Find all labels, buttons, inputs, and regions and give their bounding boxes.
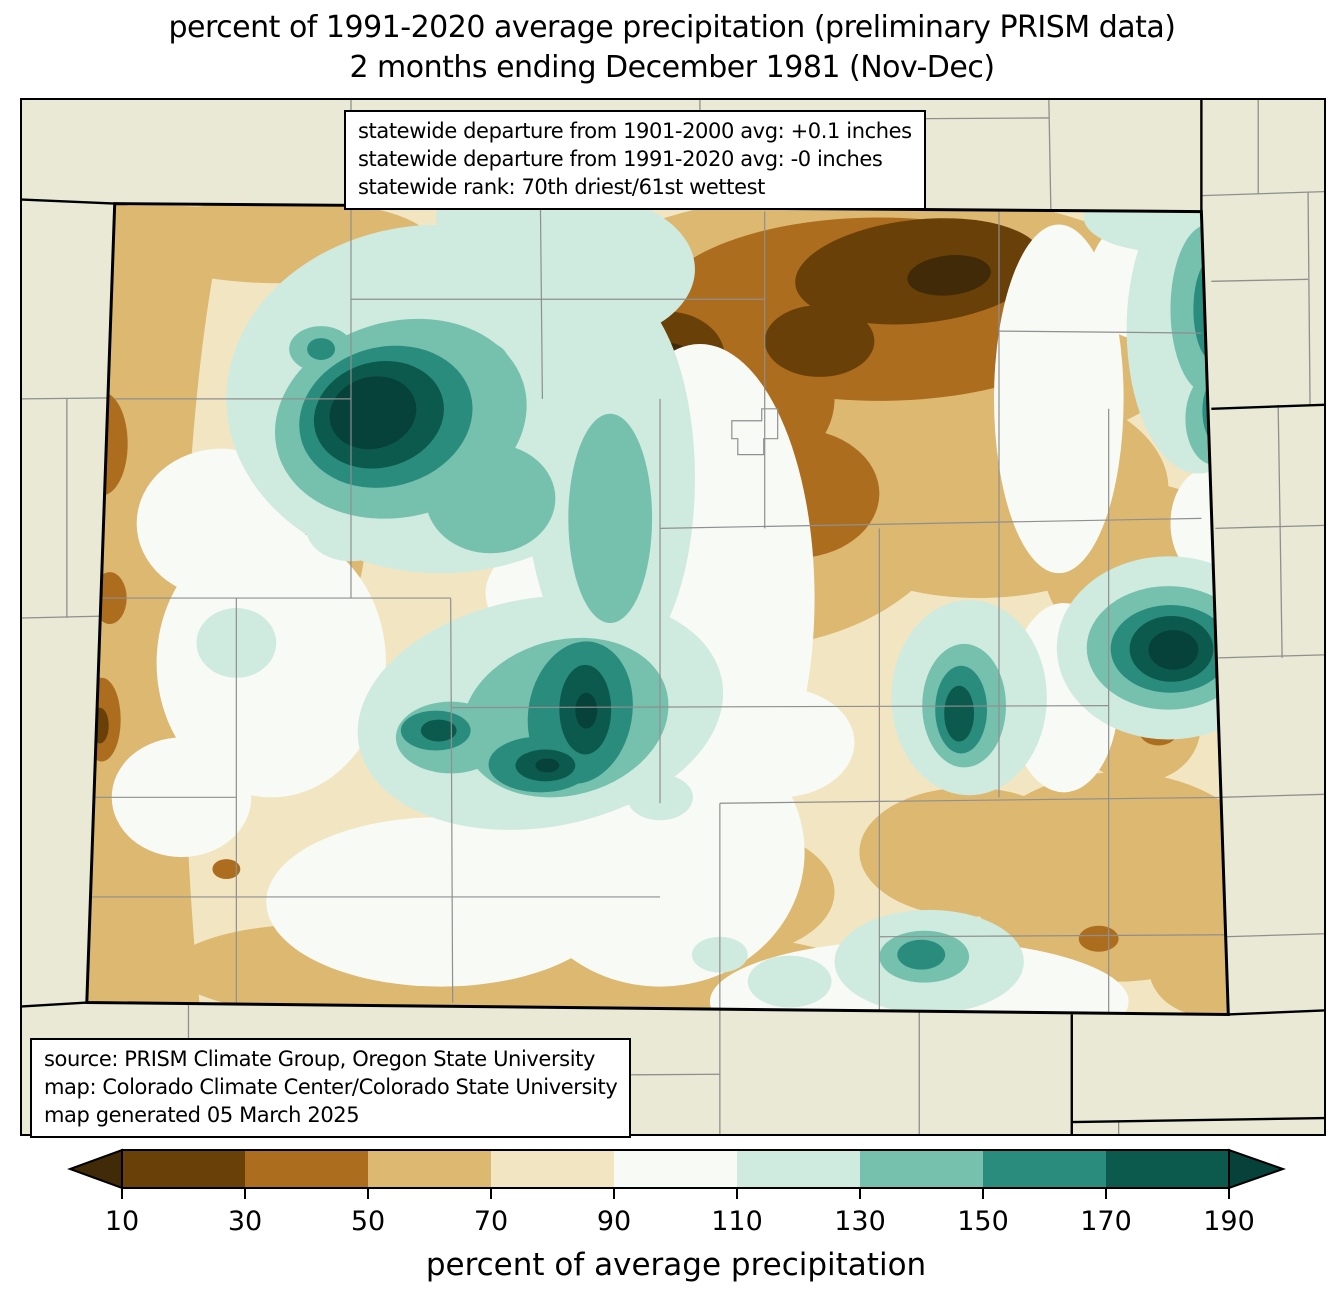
- stats-line-2: statewide departure from 1991-2020 avg: …: [358, 147, 883, 171]
- colorbar-svg: 10 30 50 70 90 110 130 150 170 190 perce…: [67, 1148, 1287, 1283]
- colorbar: 10 30 50 70 90 110 130 150 170 190 perce…: [0, 1145, 1344, 1299]
- cb-tick-150: 150: [957, 1206, 1009, 1237]
- cb-tick-110: 110: [711, 1206, 763, 1237]
- cb-tick-170: 170: [1080, 1206, 1132, 1237]
- source-line-1: source: PRISM Climate Group, Oregon Stat…: [44, 1047, 596, 1071]
- colorbar-segments: [121, 1149, 1230, 1189]
- source-attribution-box: source: PRISM Climate Group, Oregon Stat…: [30, 1038, 632, 1138]
- cb-tick-70: 70: [474, 1206, 508, 1237]
- source-line-2: map: Colorado Climate Center/Colorado St…: [44, 1075, 618, 1099]
- map-frame: statewide departure from 1901-2000 avg: …: [20, 98, 1326, 1138]
- outside-state-borders: [22, 100, 1324, 1134]
- title-line-1: percent of 1991-2020 average precipitati…: [168, 10, 1176, 45]
- stats-line-1: statewide departure from 1901-2000 avg: …: [358, 119, 912, 143]
- title-line-2: 2 months ending December 1981 (Nov-Dec): [349, 50, 995, 85]
- colorbar-axis-label: percent of average precipitation: [426, 1247, 926, 1283]
- colorado-map-svg: [22, 100, 1324, 1134]
- colorado-county-lines: [86, 203, 1229, 1015]
- colorbar-ticks: [121, 1188, 1230, 1199]
- statewide-stats-box: statewide departure from 1901-2000 avg: …: [344, 110, 926, 210]
- stats-line-3: statewide rank: 70th driest/61st wettest: [358, 175, 765, 199]
- colorbar-under-arrow: [67, 1148, 123, 1190]
- precipitation-contours: [86, 203, 1229, 1015]
- cb-tick-90: 90: [597, 1206, 631, 1237]
- colorbar-tick-labels: 10 30 50 70 90 110 130 150 170 190: [105, 1206, 1255, 1237]
- cb-tick-50: 50: [351, 1206, 385, 1237]
- colorbar-over-arrow: [1228, 1148, 1287, 1190]
- cb-tick-130: 130: [834, 1206, 886, 1237]
- cb-tick-10: 10: [105, 1206, 139, 1237]
- cb-tick-190: 190: [1203, 1206, 1255, 1237]
- cb-tick-30: 30: [228, 1206, 262, 1237]
- source-line-3: map generated 05 March 2025: [44, 1103, 360, 1127]
- plot-title: percent of 1991-2020 average precipitati…: [0, 8, 1344, 88]
